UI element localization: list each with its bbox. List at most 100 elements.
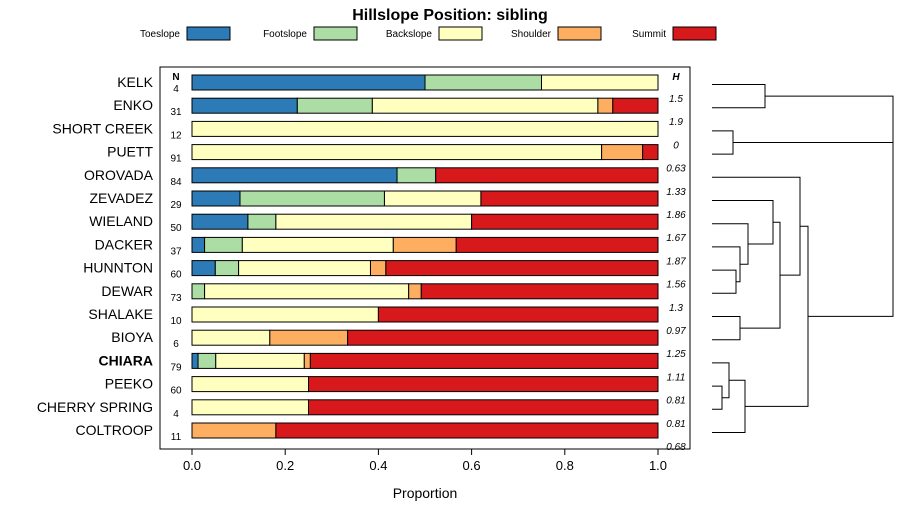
n-value-hunnton: 60 xyxy=(170,270,182,281)
h-value-bioya: 1.25 xyxy=(666,349,686,360)
h-value-kelk: 1.5 xyxy=(669,94,683,105)
bar-segment-chiara-footslope xyxy=(197,352,217,369)
h-value-hunnton: 1.56 xyxy=(666,280,686,291)
n-value-dacker: 37 xyxy=(170,246,182,257)
x-axis-label: Proportion xyxy=(393,485,458,501)
h-value-dacker: 1.87 xyxy=(666,256,686,267)
bar-segment-dacker-summit xyxy=(455,236,659,253)
bar-segment-chiara-shoulder xyxy=(303,352,311,369)
h-value-puett: 0.63 xyxy=(666,164,686,175)
bar-segment-enko-backslope xyxy=(371,97,599,114)
bar-segment-dewar-shoulder xyxy=(408,283,422,300)
dendrogram-link xyxy=(733,95,894,143)
n-value-shalake: 10 xyxy=(170,316,182,327)
row-label-shalake: SHALAKE xyxy=(88,306,153,322)
dendrogram-link xyxy=(712,269,737,294)
plot-frame xyxy=(159,66,691,450)
bar-rows: KELK 4 1.5 ENKO 31 1.9 SHORT CREEK 12 0 PUETT 91 0.… xyxy=(37,74,686,453)
h-value-enko: 1.9 xyxy=(669,117,683,128)
n-value-wieland: 50 xyxy=(170,223,182,234)
n-value-peeko: 60 xyxy=(170,386,182,397)
n-value-chiara: 79 xyxy=(170,362,182,373)
legend-swatch-toeslope xyxy=(186,26,231,41)
bar-segment-zevadez-summit xyxy=(480,190,659,207)
bar-segment-dacker-shoulder xyxy=(392,236,457,253)
bar-segment-bioya-shoulder xyxy=(269,329,349,346)
legend-label-toeslope: Toeslope xyxy=(140,29,180,40)
dendrogram-link xyxy=(712,200,774,245)
bar-segment-chiara-backslope xyxy=(215,352,305,369)
legend-label-footslope: Footslope xyxy=(263,29,307,40)
bar-segment-dewar-summit xyxy=(420,283,659,300)
bar-segment-shalake-summit xyxy=(377,306,659,323)
bar-segment-dewar-footslope xyxy=(191,283,206,300)
bar-segment-coltroop-shoulder xyxy=(191,422,277,439)
bar-segment-wieland-toeslope xyxy=(191,213,249,230)
n-value-dewar: 73 xyxy=(170,293,182,304)
row-label-orovada: OROVADA xyxy=(84,167,154,183)
bar-segment-hunnton-footslope xyxy=(214,260,240,277)
legend-swatch-footslope xyxy=(313,26,358,41)
row-label-chiara: CHIARA xyxy=(99,352,153,368)
h-column-header: H xyxy=(672,72,680,83)
bar-segment-puett-backslope xyxy=(191,144,603,161)
h-value-cherry-spring: 0.81 xyxy=(666,419,685,430)
row-label-zevadez: ZEVADEZ xyxy=(89,190,153,206)
bar-segment-chiara-summit xyxy=(309,352,659,369)
dendrogram-link xyxy=(712,362,730,399)
bar-segment-bioya-backslope xyxy=(191,329,271,346)
bar-segment-hunnton-backslope xyxy=(238,260,371,277)
row-label-dewar: DEWAR xyxy=(101,283,153,299)
bar-segment-enko-toeslope xyxy=(191,97,298,114)
x-tick-label: 1.0 xyxy=(649,458,667,473)
bar-segment-orovada-summit xyxy=(435,167,659,184)
bar-segment-cherry-spring-backslope xyxy=(191,399,309,416)
row-label-enko: ENKO xyxy=(113,97,153,113)
bar-segment-dewar-backslope xyxy=(204,283,410,300)
bar-segment-orovada-footslope xyxy=(396,167,437,184)
n-value-zevadez: 29 xyxy=(170,200,182,211)
dendrogram-link xyxy=(712,316,741,341)
h-value-wieland: 1.67 xyxy=(666,233,686,244)
bar-segment-wieland-backslope xyxy=(275,213,473,230)
x-tick-label: 0.0 xyxy=(183,458,201,473)
bar-segment-wieland-footslope xyxy=(247,213,277,230)
bar-segment-dacker-backslope xyxy=(241,236,394,253)
x-axis: 0.0 0.2 0.4 0.6 0.8 1.0 xyxy=(183,449,667,473)
dendrogram-link xyxy=(712,176,801,276)
n-value-short-creek: 12 xyxy=(170,130,182,141)
bar-segment-peeko-summit xyxy=(308,376,659,393)
row-label-bioya: BIOYA xyxy=(111,329,153,345)
bar-segment-dacker-toeslope xyxy=(191,236,206,253)
n-value-cherry-spring: 4 xyxy=(173,409,179,420)
bar-segment-kelk-toeslope xyxy=(191,74,426,91)
row-label-dacker: DACKER xyxy=(95,236,153,252)
bar-segment-enko-footslope xyxy=(296,97,373,114)
row-label-peeko: PEEKO xyxy=(105,376,153,392)
x-tick-label: 0.4 xyxy=(369,458,387,473)
bar-segment-puett-shoulder xyxy=(601,144,644,161)
n-column-header: N xyxy=(172,72,179,83)
n-value-puett: 91 xyxy=(170,154,182,165)
bar-segment-peeko-backslope xyxy=(191,376,309,393)
x-tick-label: 0.2 xyxy=(276,458,294,473)
h-value-chiara: 1.11 xyxy=(667,372,686,383)
row-label-cherry-spring: CHERRY SPRING xyxy=(37,399,153,415)
row-label-puett: PUETT xyxy=(107,144,153,160)
h-value-shalake: 0.97 xyxy=(666,326,686,337)
h-value-short-creek: 0 xyxy=(673,140,679,151)
n-value-coltroop: 11 xyxy=(171,432,182,443)
bar-segment-hunnton-summit xyxy=(385,260,659,277)
dendrogram-link xyxy=(740,221,781,329)
bar-segment-puett-summit xyxy=(642,144,659,161)
legend-label-shoulder: Shoulder xyxy=(511,29,552,40)
bar-segment-shalake-backslope xyxy=(191,306,379,323)
legend-label-backslope: Backslope xyxy=(386,29,433,40)
legend-swatch-summit xyxy=(672,26,717,41)
bar-segment-enko-summit xyxy=(612,97,659,114)
row-label-kelk: KELK xyxy=(117,74,153,90)
dendrogram-link xyxy=(712,130,734,155)
bar-segment-chiara-toeslope xyxy=(191,352,199,369)
dendrogram-link xyxy=(712,84,766,109)
h-value-coltroop: 0.68 xyxy=(666,442,686,453)
